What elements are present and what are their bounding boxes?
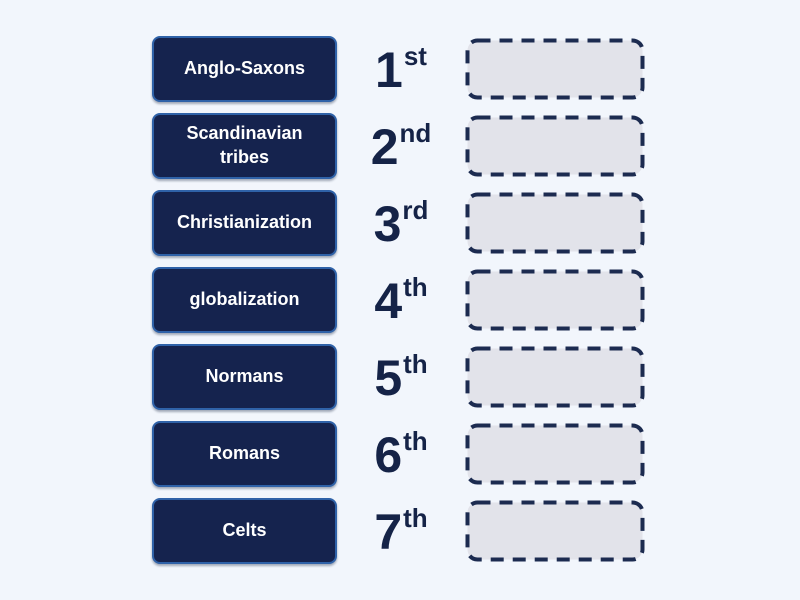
keyword-button[interactable]: Christianization [152,189,337,256]
ordinal-suffix: st [403,40,427,71]
keyword-button[interactable]: Romans [152,420,337,487]
drop-zone[interactable] [465,192,645,254]
keyword-label: Scandinavian tribes [186,123,303,167]
keyword-button[interactable]: globalization [152,266,337,333]
keyword-button[interactable]: Anglo-Saxons [152,35,337,102]
ordinal-suffix: rd [402,194,429,225]
drop-zone[interactable] [465,115,645,177]
drop-zone[interactable] [465,346,645,408]
drop-zone-outline [465,269,645,330]
ordinal-number: 5 [374,349,403,406]
ordinal-number: 4 [374,272,403,329]
drop-zone[interactable] [465,269,645,331]
ordinal-suffix: th [403,502,428,533]
ordinal-label: 3rd [337,197,465,249]
match-row: Celts 7th [0,492,800,569]
drop-zone[interactable] [465,500,645,562]
rank-order-activity: Anglo-Saxons 1st Scandinavian tribes 2nd… [0,30,800,569]
match-row: Romans 6th [0,415,800,492]
ordinal-suffix: th [403,271,428,302]
match-row: Scandinavian tribes 2nd [0,107,800,184]
ordinal-number: 1 [375,41,403,98]
match-row: Christianization 3rd [0,184,800,261]
ordinal-suffix: nd [399,117,432,148]
drop-zone-outline [465,346,645,407]
keyword-label: Anglo-Saxons [183,57,305,78]
ordinal-suffix: th [403,348,428,379]
drop-zone-outline [465,192,645,253]
drop-zone-outline [465,423,645,484]
keyword-label: Romans [208,442,280,463]
ordinal-label: 1st [337,43,465,95]
match-row: globalization 4th [0,261,800,338]
ordinal-number: 7 [374,503,403,560]
keyword-button[interactable]: Scandinavian tribes [152,112,337,179]
ordinal-label: 7th [337,505,465,557]
ordinal-label: 4th [337,274,465,326]
drop-zone[interactable] [465,423,645,485]
keyword-label: Christianization [176,211,312,232]
drop-zone[interactable] [465,38,645,100]
ordinal-number: 2 [370,118,399,175]
drop-zone-outline [465,38,645,99]
drop-zone-outline [465,500,645,561]
keyword-label: Celts [222,519,267,540]
ordinal-suffix: th [403,425,428,456]
match-row: Normans 5th [0,338,800,415]
ordinal-number: 3 [373,195,402,252]
keyword-label: globalization [189,288,300,309]
ordinal-number: 6 [374,426,403,483]
drop-zone-outline [465,115,645,176]
keyword-label: Normans [205,365,284,386]
keyword-button[interactable]: Celts [152,497,337,564]
ordinal-label: 6th [337,428,465,480]
ordinal-label: 2nd [337,120,465,172]
match-row: Anglo-Saxons 1st [0,30,800,107]
keyword-button[interactable]: Normans [152,343,337,410]
ordinal-label: 5th [337,351,465,403]
